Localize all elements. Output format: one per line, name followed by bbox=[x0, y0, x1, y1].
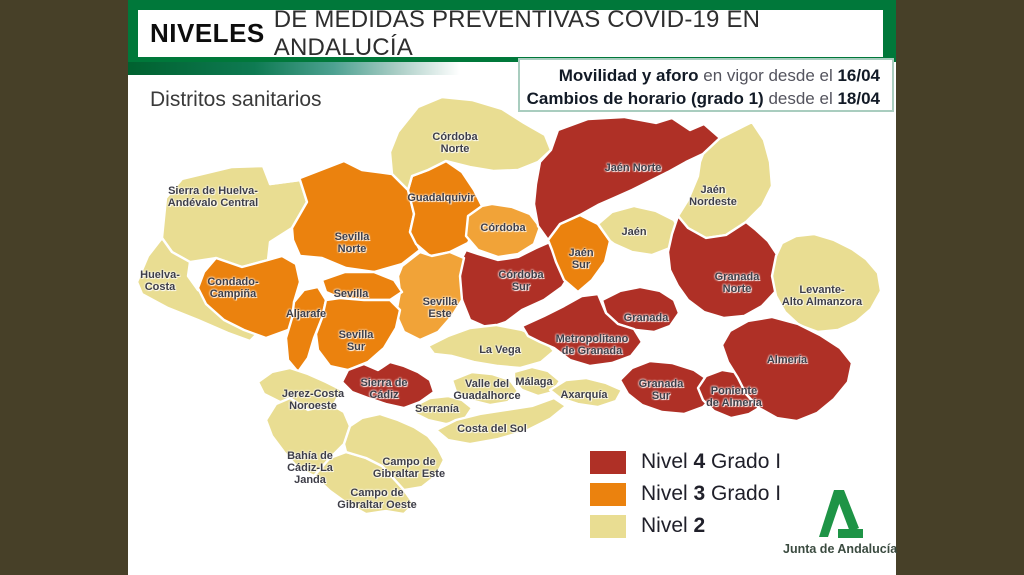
legend-label-nivel3: Nivel 3 Grado I bbox=[641, 482, 782, 505]
junta-logo-a-icon bbox=[819, 490, 863, 538]
district-aljarafe bbox=[284, 285, 328, 374]
nivel2-color-swatch bbox=[590, 514, 626, 538]
junta-logo-text: Junta de Andalucía bbox=[783, 542, 898, 556]
district-cordoba-norte bbox=[388, 95, 553, 192]
district-granada-norte bbox=[666, 214, 784, 320]
info-box: Movilidad y aforo en vigor desde el 16/0… bbox=[518, 58, 894, 112]
district-sevilla bbox=[320, 270, 404, 302]
district-almeria bbox=[720, 315, 854, 423]
district-sierra-de-cadiz bbox=[340, 360, 436, 410]
page-title-bold: NIVELES bbox=[150, 18, 265, 48]
district-campo-de-gibraltar-este bbox=[342, 412, 446, 492]
district-sevilla-norte bbox=[268, 159, 422, 274]
district-condado-campina bbox=[196, 254, 306, 340]
info-line-2: Cambios de horario (grado 1) desde el 18… bbox=[526, 89, 880, 108]
legend: Nivel 4 Grado I Nivel 3 Grado I Nivel 2 bbox=[590, 450, 781, 546]
junta-de-andalucia-logo: Junta de Andalucía bbox=[783, 486, 898, 556]
district-levante-alto-almanzora bbox=[770, 232, 883, 334]
nivel4-color-swatch bbox=[590, 450, 626, 474]
legend-item-nivel4: Nivel 4 Grado I bbox=[590, 450, 781, 474]
legend-label-nivel4: Nivel 4 Grado I bbox=[641, 450, 782, 473]
district-jerez-costa-noroeste bbox=[256, 366, 344, 414]
district-jaen-norte bbox=[532, 115, 722, 242]
district-la-vega bbox=[426, 323, 556, 370]
district-jaen-nordeste bbox=[676, 120, 774, 240]
district-cordoba bbox=[464, 202, 542, 259]
page-title-rest: DE MEDIDAS PREVENTIVAS COVID-19 EN ANDAL… bbox=[273, 5, 761, 61]
header-gradient-strip bbox=[128, 62, 523, 75]
district-serrania bbox=[412, 394, 474, 426]
district-sevilla-sur bbox=[314, 296, 402, 372]
title-box: NIVELES DE MEDIDAS PREVENTIVAS COVID-19 … bbox=[138, 6, 883, 61]
info-line-1: Movilidad y aforo en vigor desde el 16/0… bbox=[558, 66, 880, 85]
legend-item-nivel3: Nivel 3 Grado I bbox=[590, 482, 781, 506]
district-costa-del-sol bbox=[434, 396, 568, 446]
nivel3-color-swatch bbox=[590, 482, 626, 506]
district-axarquia bbox=[548, 376, 624, 409]
district-metropolitano-de-granada bbox=[520, 292, 644, 368]
legend-item-nivel2: Nivel 2 bbox=[590, 514, 781, 538]
district-valle-del-guadalhorce bbox=[450, 370, 520, 407]
subtitle-distritos-sanitarios: Distritos sanitarios bbox=[150, 88, 322, 111]
district-sevilla-este bbox=[394, 250, 466, 342]
legend-label-nivel2: Nivel 2 bbox=[641, 514, 706, 537]
